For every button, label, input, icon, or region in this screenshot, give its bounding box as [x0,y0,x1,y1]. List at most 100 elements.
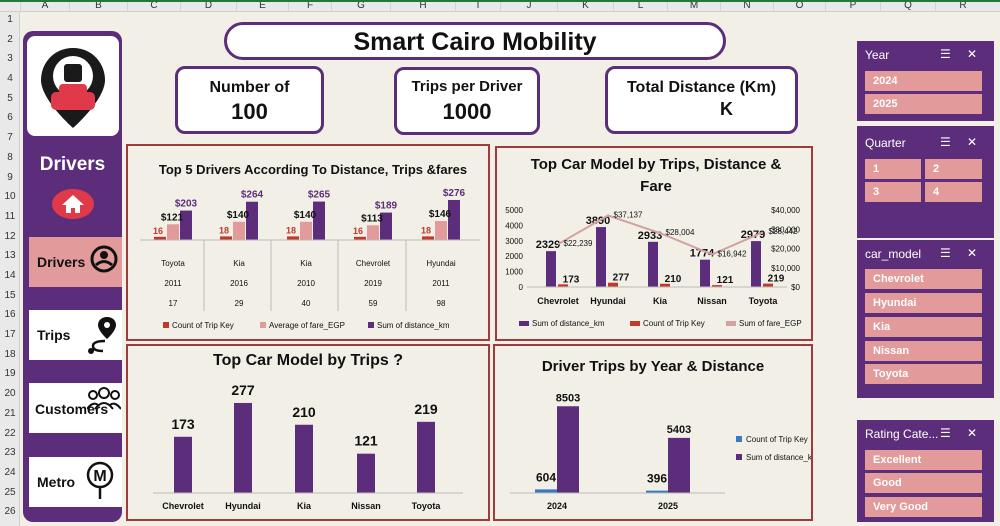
label-trip-count: 18 [219,225,229,235]
multi-select-icon[interactable]: ☰ [940,426,951,440]
slicer-car-model-item[interactable]: Hyundai [865,293,982,313]
clear-filter-icon[interactable]: ✕ [967,47,978,61]
slicer-car-model-item[interactable]: Nissan [865,341,982,361]
row-header[interactable]: 13 [4,250,16,262]
column-header[interactable]: D [180,0,236,12]
slicer-quarter-item[interactable]: 1 [865,159,921,179]
row-header[interactable]: 25 [4,486,16,498]
slicer-year: Year ☰ ✕ 2024 2025 [857,41,994,121]
car-icon [51,92,95,110]
row-header[interactable]: 7 [7,132,13,144]
nav-customers-button[interactable]: Customers [29,383,122,433]
slicer-rating-item[interactable]: Excellent [865,450,982,470]
row-header[interactable]: 9 [7,171,13,183]
column-header[interactable]: B [69,0,127,12]
slicer-quarter-item[interactable]: 4 [925,182,982,202]
slicer-year-item[interactable]: 2024 [865,71,982,91]
label-distance: $265 [308,190,331,201]
column-header[interactable]: A [20,0,69,12]
column-header[interactable]: L [613,0,667,12]
column-header[interactable]: K [557,0,613,12]
column-header[interactable]: M [667,0,720,12]
column-header[interactable]: C [127,0,180,12]
row-header[interactable]: 12 [4,230,16,242]
nav-metro-button[interactable]: Metro M [29,457,122,507]
multi-select-icon[interactable]: ☰ [940,47,951,61]
row-header[interactable]: 4 [7,73,13,85]
route-icon [88,317,116,354]
multi-select-icon[interactable]: ☰ [940,246,951,260]
chart-title-top-model-multi: Top Car Model by Trips, Distance & Fare [530,156,782,195]
row-header[interactable]: 11 [4,210,16,222]
column-header[interactable]: F [288,0,331,12]
row-header[interactable]: 6 [7,112,13,124]
row-header[interactable]: 20 [4,388,16,400]
slicer-year-item[interactable]: 2025 [865,94,982,114]
clear-filter-icon[interactable]: ✕ [967,426,978,440]
column-header[interactable]: P [825,0,880,12]
label-avg-fare: $146 [429,209,452,220]
bar-distance [448,199,460,240]
row-header[interactable]: 15 [4,289,16,301]
column-header[interactable]: J [500,0,557,12]
slicer-quarter-item[interactable]: 2 [925,159,982,179]
slicer-rating-item[interactable]: Very Good [865,497,982,517]
row-header[interactable]: 24 [4,466,16,478]
clear-filter-icon[interactable]: ✕ [967,135,978,149]
row-header[interactable]: 23 [4,447,16,459]
bar-trip-count [287,236,299,240]
row-header[interactable]: 16 [4,309,16,321]
row-header[interactable]: 21 [4,407,16,419]
axis-category-label: Toyota [161,259,185,268]
nav-drivers-button[interactable]: Drivers [29,237,122,287]
kpi-number-value: 100 [231,99,268,124]
slicer-car-model-item[interactable]: Chevrolet [865,269,982,289]
metro-icon: M [86,461,114,499]
row-header[interactable]: 17 [4,329,16,341]
clear-filter-icon[interactable]: ✕ [967,246,978,260]
slicer-quarter-item[interactable]: 3 [865,182,921,202]
row-header[interactable]: 8 [7,151,13,163]
column-header[interactable]: H [390,0,455,12]
row-header[interactable]: 2 [7,33,13,45]
nav-trips-label: Trips [37,327,71,343]
column-header[interactable]: G [331,0,390,12]
column-header[interactable]: O [773,0,825,12]
nav-metro-label: Metro [37,474,76,490]
slicer-car-model-item[interactable]: Kia [865,317,982,337]
slicer-car-model-item[interactable]: Toyota [865,364,982,384]
nav-trips-button[interactable]: Trips [29,310,122,360]
row-header[interactable]: 1 [7,14,13,25]
y2-tick-label: $20,000 [771,245,800,254]
row-header[interactable]: 5 [7,92,13,104]
row-header[interactable]: 14 [4,270,16,281]
axis-category-label: 40 [302,299,311,308]
row-header[interactable]: 26 [4,506,16,518]
row-header[interactable]: 18 [4,348,16,360]
label-trip-count: 16 [153,226,163,236]
bar-distance [546,251,556,287]
legend-swatch [726,321,736,326]
multi-select-icon[interactable]: ☰ [940,135,951,149]
row-header[interactable]: 22 [4,427,16,439]
column-header[interactable]: E [236,0,288,12]
y-tick-label: 2000 [505,252,523,261]
row-header[interactable]: 10 [4,191,16,203]
column-header[interactable]: R [935,0,990,12]
row-header[interactable]: 19 [4,368,16,380]
driver-wheel-icon [90,245,118,273]
panel-top-model-trips: Top Car Model by Trips ? 173 Chevrolet 277… [126,344,490,521]
y-tick-label: 0 [519,283,524,292]
y2-tick-label: $0 [791,283,800,292]
column-header[interactable]: I [455,0,500,12]
slicer-quarter-title: Quarter [865,136,906,150]
axis-category-label: 2025 [658,501,678,511]
column-header[interactable]: Q [880,0,935,12]
column-header[interactable]: N [720,0,773,12]
bar-trip-count [154,236,166,240]
y-tick-label: 1000 [505,268,523,277]
slicer-rating-item[interactable]: Good [865,473,982,493]
row-header[interactable]: 3 [7,53,13,65]
home-button[interactable] [52,189,94,219]
slicer-rating-title: Rating Cate... [865,427,939,441]
